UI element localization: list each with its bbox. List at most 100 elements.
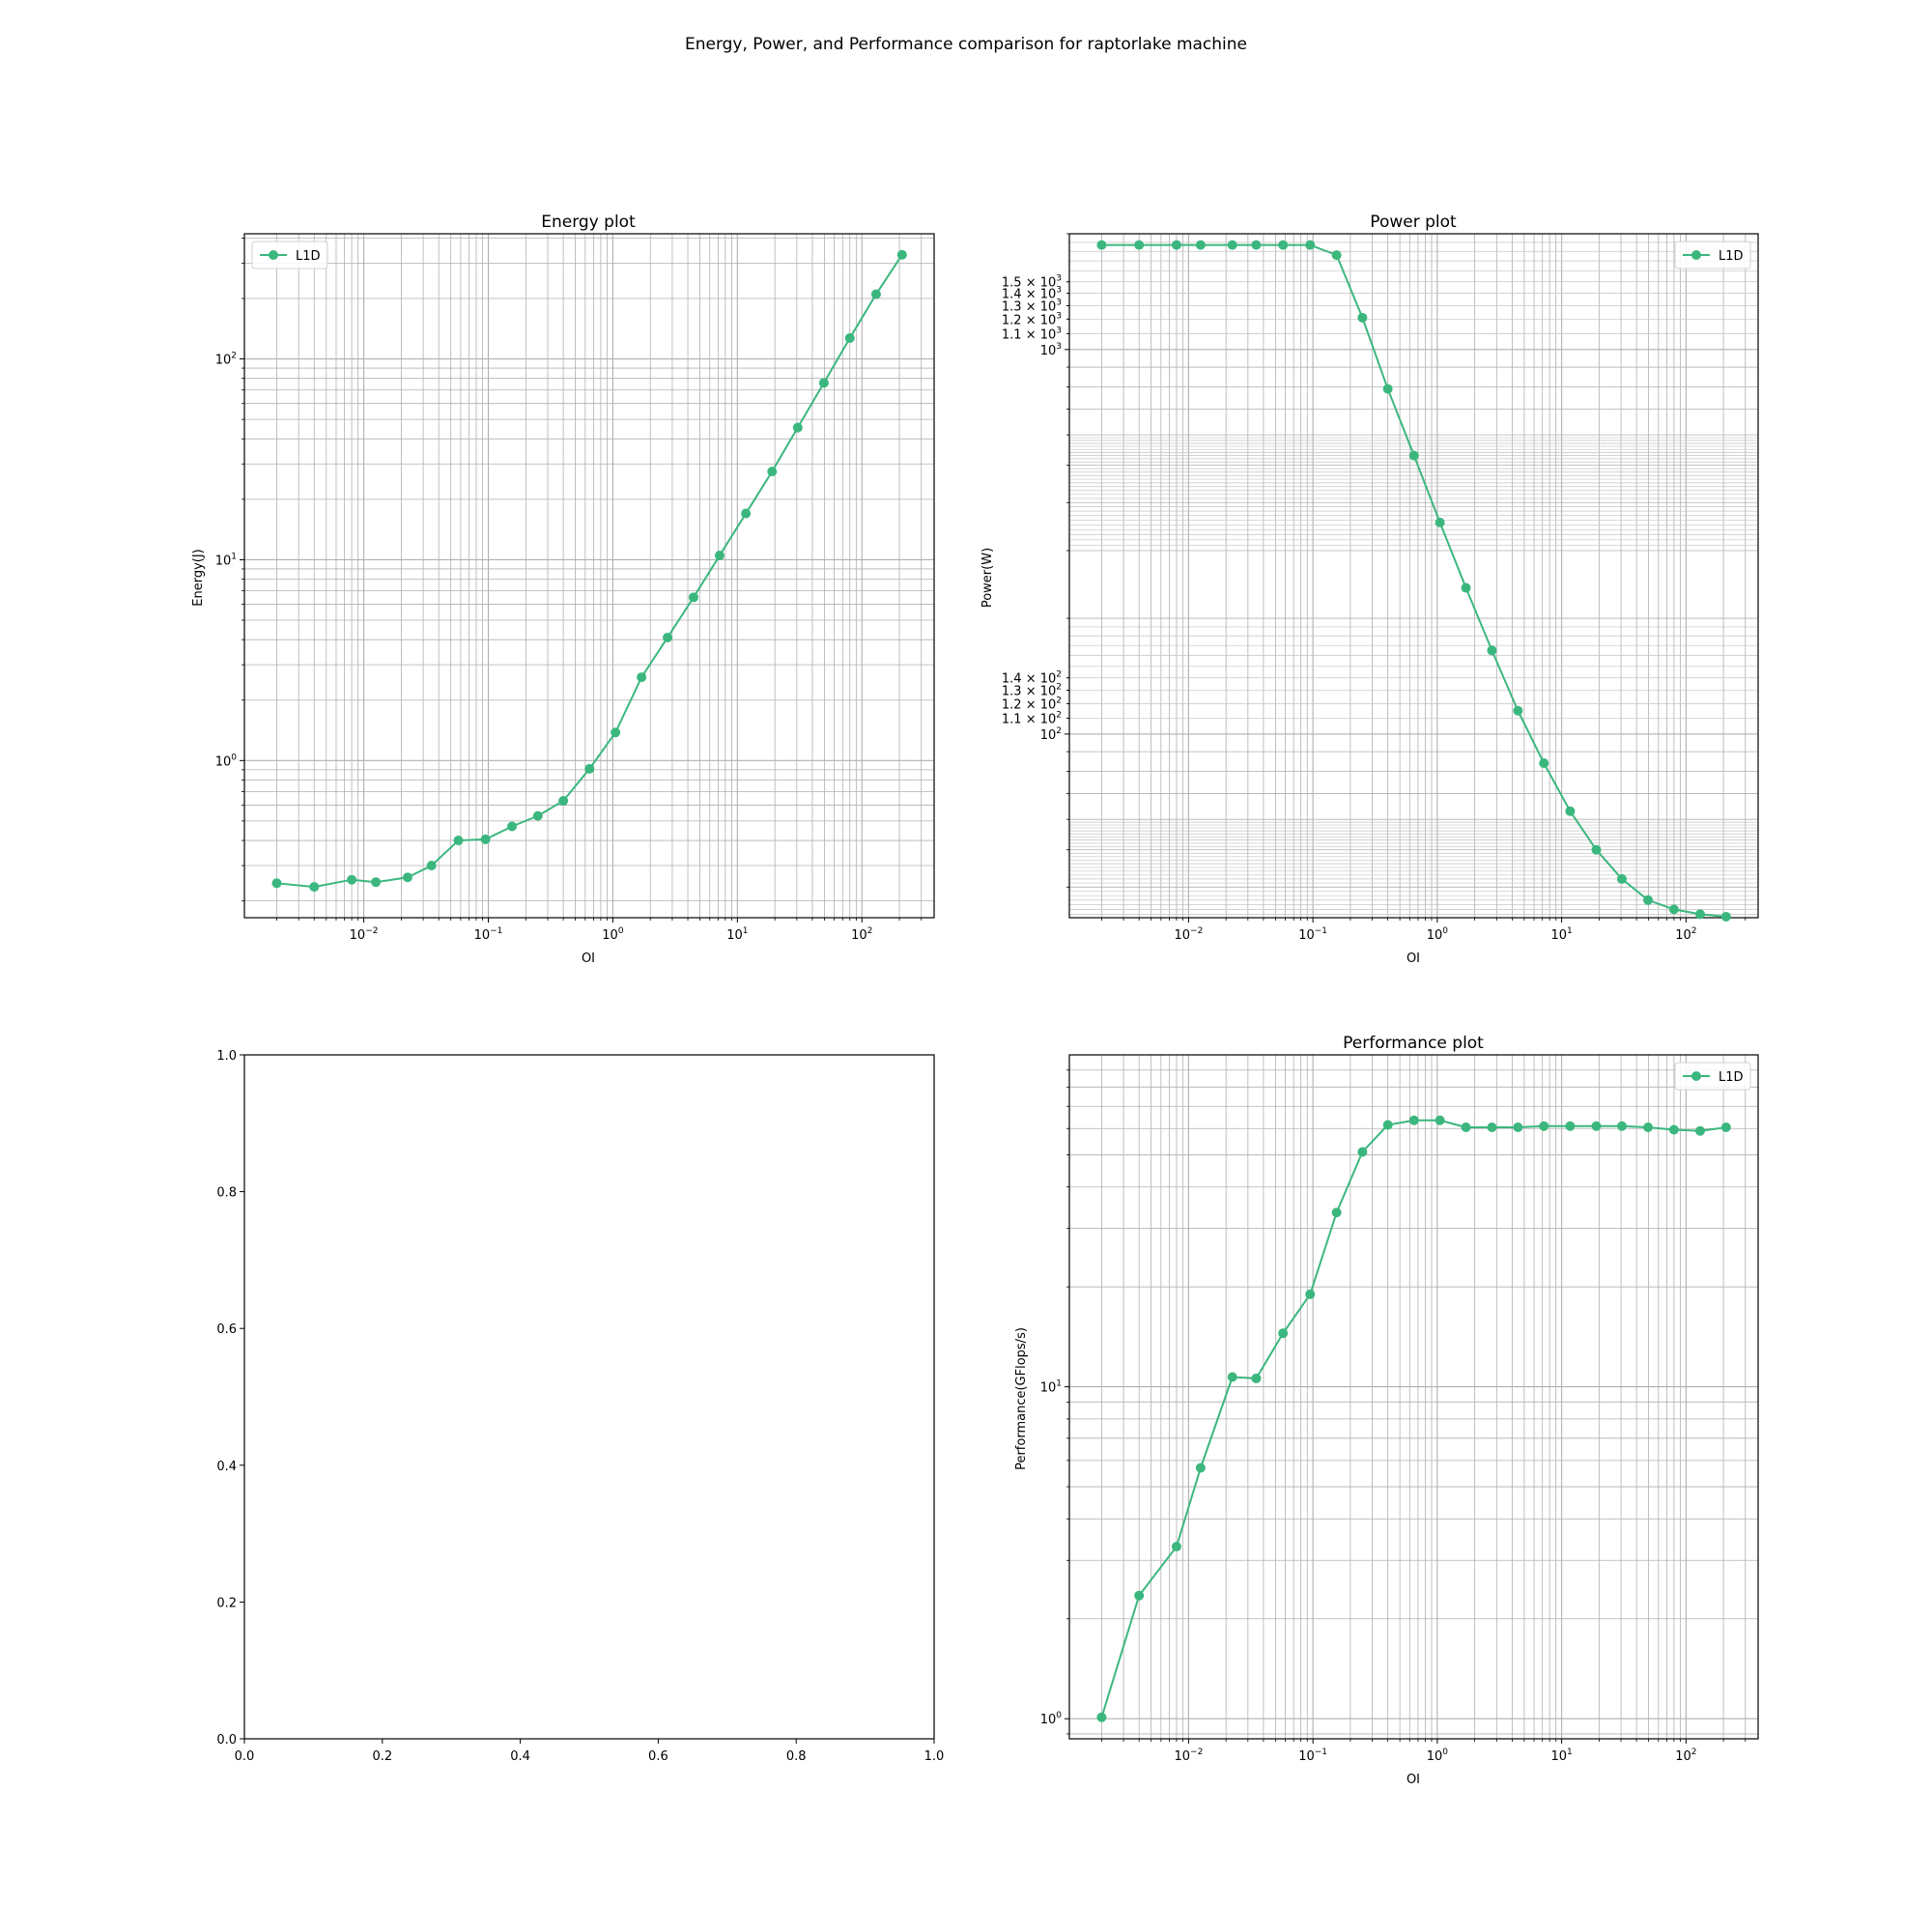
empty-frame bbox=[243, 1054, 935, 1740]
power-y-tick-label: 102 bbox=[1040, 726, 1062, 743]
performance-data-point bbox=[1616, 1121, 1627, 1131]
power-x-tick-label: 102 bbox=[1675, 926, 1696, 943]
performance-data-point bbox=[1668, 1124, 1679, 1135]
power-subplot: Power plot OI Power(W) 10−2 10−1 100 101 102… bbox=[980, 213, 1759, 966]
energy-data-point bbox=[426, 861, 437, 871]
performance-data-point bbox=[1134, 1590, 1145, 1601]
power-xlabel: OI bbox=[1406, 952, 1420, 966]
energy-data-point bbox=[844, 332, 855, 343]
energy-series-line bbox=[276, 254, 903, 889]
performance-legend-marker bbox=[1691, 1071, 1701, 1081]
performance-data-point bbox=[1195, 1463, 1206, 1473]
performance-data-point bbox=[1487, 1122, 1497, 1132]
performance-data-point bbox=[1357, 1147, 1368, 1157]
power-y-tick-label: 1.2 × 103 bbox=[1002, 311, 1062, 327]
energy-data-point bbox=[896, 249, 907, 260]
energy-data-point bbox=[870, 289, 881, 299]
performance-data-point bbox=[1331, 1208, 1342, 1218]
energy-legend-label: L1D bbox=[296, 249, 321, 264]
power-data-point bbox=[1435, 517, 1445, 527]
performance-data-point bbox=[1513, 1122, 1523, 1132]
power-title: Power plot bbox=[1370, 213, 1457, 232]
power-x-tick-label: 101 bbox=[1550, 926, 1572, 943]
performance-x-tick-label: 10−2 bbox=[1174, 1747, 1203, 1764]
performance-axes: 10−2 10−1 100 101 102 100 101 L1D bbox=[1040, 1054, 1759, 1764]
empty-x-tick-label: 0.6 bbox=[648, 1749, 668, 1764]
energy-x-tick-label: 100 bbox=[602, 926, 624, 943]
power-data-point bbox=[1565, 806, 1576, 816]
performance-data-point bbox=[1461, 1122, 1471, 1132]
performance-data-point bbox=[1643, 1122, 1654, 1132]
power-data-point bbox=[1461, 582, 1471, 593]
power-data-point bbox=[1643, 895, 1654, 905]
performance-y-tick-label: 101 bbox=[1040, 1379, 1062, 1396]
empty-axes: 0.0 0.2 0.4 0.6 0.8 1.0 0.0 0.2 0.4 0.6 0.8 1.0 bbox=[216, 1049, 944, 1764]
power-frame bbox=[1068, 233, 1759, 919]
energy-data-point bbox=[714, 551, 724, 561]
performance-title: Performance plot bbox=[1343, 1034, 1484, 1053]
performance-data-point bbox=[1251, 1373, 1262, 1383]
power-data-point bbox=[1591, 844, 1602, 855]
power-data-point bbox=[1616, 873, 1627, 884]
energy-legend: L1D bbox=[251, 241, 328, 270]
performance-frame bbox=[1068, 1054, 1759, 1740]
energy-data-point bbox=[371, 877, 382, 888]
performance-data-point bbox=[1408, 1115, 1419, 1125]
energy-axes: 10−2 10−1 100 101 102 100 101 102 L1D bbox=[215, 233, 935, 943]
empty-y-tick-label: 0.4 bbox=[216, 1460, 237, 1474]
energy-grid bbox=[244, 234, 934, 918]
power-data-point bbox=[1487, 645, 1497, 656]
power-data-point bbox=[1134, 240, 1145, 250]
power-data-point bbox=[1668, 904, 1679, 915]
energy-frame bbox=[243, 233, 935, 919]
power-y-tick-label: 1.3 × 102 bbox=[1002, 683, 1062, 699]
performance-data-point bbox=[1695, 1125, 1706, 1136]
energy-data-point bbox=[271, 878, 282, 889]
performance-grid bbox=[1069, 1054, 1758, 1739]
power-data-point bbox=[1357, 312, 1368, 323]
energy-title: Energy plot bbox=[541, 213, 636, 232]
energy-data-point bbox=[309, 882, 320, 893]
energy-data-point bbox=[792, 422, 803, 433]
power-y-tick-label: 1.4 × 102 bbox=[1002, 670, 1062, 687]
power-x-tick-label: 10−1 bbox=[1298, 926, 1327, 943]
energy-x-tick-label: 10−1 bbox=[474, 926, 503, 943]
power-x-tick-label: 10−2 bbox=[1174, 926, 1203, 943]
energy-data-point bbox=[453, 836, 464, 846]
energy-subplot: Energy plot OI Energy(J) 10−2 10−1 100 101 1… bbox=[191, 213, 935, 966]
energy-data-point bbox=[347, 874, 357, 885]
power-data-point bbox=[1408, 450, 1419, 461]
energy-x-tick-label: 101 bbox=[726, 926, 748, 943]
energy-ylabel: Energy(J) bbox=[191, 549, 206, 607]
power-data-point bbox=[1195, 240, 1206, 250]
performance-data-point bbox=[1227, 1372, 1237, 1382]
energy-legend-marker bbox=[269, 250, 278, 260]
performance-x-tick-label: 10−1 bbox=[1298, 1747, 1327, 1764]
performance-data-point bbox=[1539, 1121, 1549, 1131]
energy-y-tick-label: 102 bbox=[215, 352, 237, 368]
power-y-tick-label: 1.2 × 102 bbox=[1002, 696, 1062, 712]
empty-y-tick-label: 0.6 bbox=[216, 1322, 237, 1337]
power-y-tick-label: 1.1 × 103 bbox=[1002, 326, 1062, 342]
performance-data-point bbox=[1278, 1328, 1289, 1339]
energy-data-point bbox=[663, 632, 673, 642]
energy-data-point bbox=[611, 727, 621, 738]
power-legend-marker bbox=[1691, 250, 1701, 260]
energy-data-point bbox=[689, 592, 699, 603]
performance-x-tick-label: 100 bbox=[1427, 1747, 1449, 1764]
performance-x-tick-label: 101 bbox=[1550, 1747, 1572, 1764]
performance-data-point bbox=[1435, 1115, 1445, 1125]
power-data-point bbox=[1305, 240, 1316, 250]
power-y-tick-label: 103 bbox=[1040, 342, 1062, 358]
energy-data-point bbox=[637, 672, 647, 683]
performance-data-point bbox=[1171, 1542, 1181, 1552]
power-data-point bbox=[1227, 240, 1237, 250]
power-y-tick-label: 1.5 × 103 bbox=[1002, 274, 1062, 291]
power-series-line bbox=[1101, 243, 1726, 918]
power-data-point bbox=[1278, 240, 1289, 250]
power-legend-box bbox=[1674, 241, 1751, 270]
performance-subplot: Performance plot OI Performance(GFlops/s… bbox=[1014, 1034, 1759, 1787]
energy-data-point bbox=[741, 508, 752, 519]
